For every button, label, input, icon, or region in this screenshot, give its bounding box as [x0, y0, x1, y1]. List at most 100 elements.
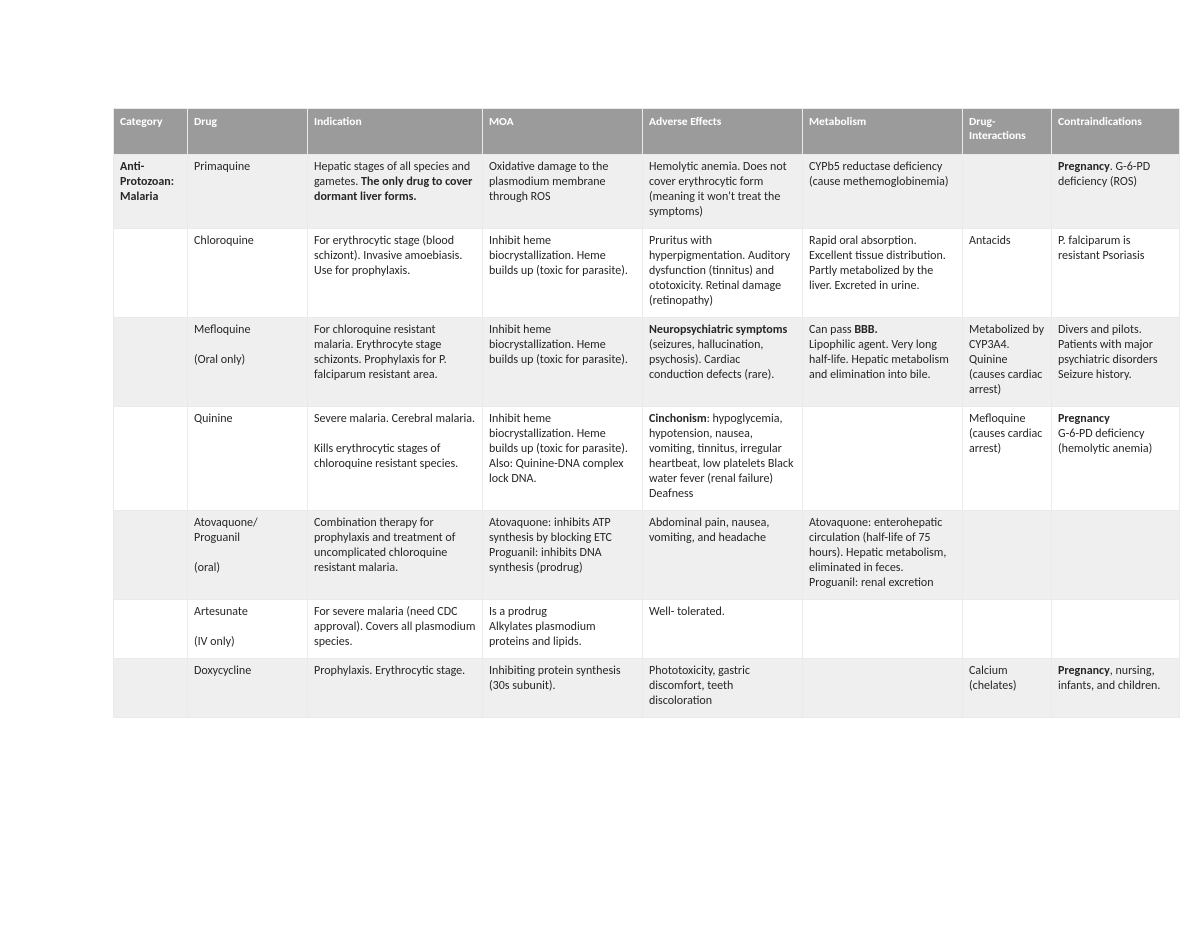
text: Anti- — [120, 160, 144, 174]
cell-metabolism — [803, 406, 963, 510]
text: Mefloquine — [194, 323, 250, 337]
text: Artesunate — [194, 605, 248, 619]
cell-metabolism — [803, 599, 963, 658]
th-moa: MOA — [483, 109, 643, 155]
text: (Oral only) — [194, 353, 245, 367]
cell-moa: Inhibit heme biocrystallization. Heme bu… — [483, 228, 643, 317]
drug-table: Category Drug Indication MOA Adverse Eff… — [113, 108, 1180, 718]
cell-category — [114, 658, 188, 717]
cell-indication: Prophylaxis. Erythrocytic stage. — [308, 658, 483, 717]
cell-interactions: Antacids — [963, 228, 1052, 317]
th-metabolism: Metabolism — [803, 109, 963, 155]
text: Kills erythrocytic stages of chloroquine… — [314, 442, 458, 471]
cell-contra: Pregnancy, nursing, infants, and childre… — [1052, 658, 1180, 717]
cell-metabolism: Rapid oral absorption. Excellent tissue … — [803, 228, 963, 317]
cell-moa: Inhibit heme biocrystallization. Heme bu… — [483, 406, 643, 510]
text: (IV only) — [194, 635, 235, 649]
text: Pregnancy — [1058, 160, 1110, 174]
text: Proguanil: renal excretion — [809, 576, 934, 590]
cell-contra: Divers and pilots. Patients with major p… — [1052, 317, 1180, 406]
cell-indication: Severe malaria. Cerebral malaria. Kills … — [308, 406, 483, 510]
text: Lipophilic agent. Very long half-life. H… — [809, 338, 949, 382]
cell-metabolism: Can pass BBB. Lipophilic agent. Very lon… — [803, 317, 963, 406]
cell-interactions — [963, 510, 1052, 599]
cell-interactions: Calcium (chelates) — [963, 658, 1052, 717]
cell-contra — [1052, 510, 1180, 599]
cell-moa: Atovaquone: inhibits ATP synthesis by bl… — [483, 510, 643, 599]
cell-contra: Pregnancy G-6-PD deficiency (hemolytic a… — [1052, 406, 1180, 510]
text: Proguanil — [194, 531, 240, 545]
text: Severe malaria. Cerebral malaria. — [314, 412, 475, 426]
cell-drug: Mefloquine (Oral only) — [188, 317, 308, 406]
th-category: Category — [114, 109, 188, 155]
cell-drug: Artesunate (IV only) — [188, 599, 308, 658]
cell-moa: Oxidative damage to the plasmodium membr… — [483, 154, 643, 228]
cell-adverse: Neuropsychiatric symptoms (seizures, hal… — [643, 317, 803, 406]
cell-adverse: Abdominal pain, nausea, vomiting, and he… — [643, 510, 803, 599]
text: Is a prodrug — [489, 605, 547, 619]
cell-moa: Is a prodrug Alkylates plasmodium protei… — [483, 599, 643, 658]
cell-contra: Pregnancy. G-6-PD deficiency (ROS) — [1052, 154, 1180, 228]
text: Atovaquone: inhibits ATP synthesis by bl… — [489, 516, 612, 545]
cell-adverse: Cinchonism: hypoglycemia, hypotension, n… — [643, 406, 803, 510]
cell-contra — [1052, 599, 1180, 658]
cell-metabolism: Atovaquone: enterohepatic circulation (h… — [803, 510, 963, 599]
cell-indication: For severe malaria (need CDC approval). … — [308, 599, 483, 658]
cell-metabolism: CYPb5 reductase deficiency (cause methem… — [803, 154, 963, 228]
table-body: Anti- Protozoan: Malaria Primaquine Hepa… — [114, 154, 1180, 717]
table-row: Anti- Protozoan: Malaria Primaquine Hepa… — [114, 154, 1180, 228]
text: (oral) — [194, 561, 220, 575]
text: Atovaquone: enterohepatic circulation (h… — [809, 516, 946, 575]
text: Pregnancy — [1058, 412, 1110, 426]
cell-contra: P. falciparum is resistant Psoriasis — [1052, 228, 1180, 317]
table-row: Atovaquone/ Proguanil (oral) Combination… — [114, 510, 1180, 599]
cell-adverse: Phototoxicity, gastric discomfort, teeth… — [643, 658, 803, 717]
text: Cinchonism — [649, 412, 707, 426]
text: Alkylates plasmodium proteins and lipids… — [489, 620, 596, 649]
cell-interactions — [963, 154, 1052, 228]
table-row: Mefloquine (Oral only) For chloroquine r… — [114, 317, 1180, 406]
th-adverse: Adverse Effects — [643, 109, 803, 155]
drug-table-container: Category Drug Indication MOA Adverse Eff… — [113, 108, 1092, 718]
cell-interactions — [963, 599, 1052, 658]
text: (seizures, hallucination, psychosis). Ca… — [649, 338, 774, 382]
table-row: Quinine Severe malaria. Cerebral malaria… — [114, 406, 1180, 510]
cell-category — [114, 406, 188, 510]
text: Protozoan: — [120, 175, 174, 189]
cell-category — [114, 599, 188, 658]
th-indication: Indication — [308, 109, 483, 155]
table-row: Doxycycline Prophylaxis. Erythrocytic st… — [114, 658, 1180, 717]
cell-drug: Doxycycline — [188, 658, 308, 717]
table-row: Artesunate (IV only) For severe malaria … — [114, 599, 1180, 658]
cell-drug: Primaquine — [188, 154, 308, 228]
cell-drug: Quinine — [188, 406, 308, 510]
cell-indication: Hepatic stages of all species and gamete… — [308, 154, 483, 228]
text: Neuropsychiatric symptoms — [649, 323, 787, 337]
cell-drug: Atovaquone/ Proguanil (oral) — [188, 510, 308, 599]
cell-category: Anti- Protozoan: Malaria — [114, 154, 188, 228]
text: Malaria — [120, 190, 158, 204]
cell-adverse: Well- tolerated. — [643, 599, 803, 658]
cell-indication: For erythrocytic stage (blood schizont).… — [308, 228, 483, 317]
cell-moa: Inhibiting protein synthesis (30s subuni… — [483, 658, 643, 717]
th-drug: Drug — [188, 109, 308, 155]
cell-adverse: Pruritus with hyperpigmentation. Auditor… — [643, 228, 803, 317]
cell-interactions: Metabolized by CYP3A4. Quinine (causes c… — [963, 317, 1052, 406]
cell-indication: Combination therapy for prophylaxis and … — [308, 510, 483, 599]
cell-category — [114, 317, 188, 406]
text: Can pass — [809, 323, 854, 337]
th-interactions: Drug-Interactions — [963, 109, 1052, 155]
cell-adverse: Hemolytic anemia. Does not cover erythro… — [643, 154, 803, 228]
cell-category — [114, 228, 188, 317]
cell-category — [114, 510, 188, 599]
text: Atovaquone/ — [194, 516, 258, 530]
text: G-6-PD deficiency (hemolytic anemia) — [1058, 427, 1152, 456]
text: Pregnancy — [1058, 664, 1110, 678]
cell-moa: Inhibit heme biocrystallization. Heme bu… — [483, 317, 643, 406]
text: Proguanil: inhibits DNA synthesis (prodr… — [489, 546, 602, 575]
cell-interactions: Mefloquine (causes cardiac arrest) — [963, 406, 1052, 510]
cell-indication: For chloroquine resistant malaria. Eryth… — [308, 317, 483, 406]
text: BBB. — [854, 323, 877, 337]
table-header-row: Category Drug Indication MOA Adverse Eff… — [114, 109, 1180, 155]
th-contra: Contraindications — [1052, 109, 1180, 155]
